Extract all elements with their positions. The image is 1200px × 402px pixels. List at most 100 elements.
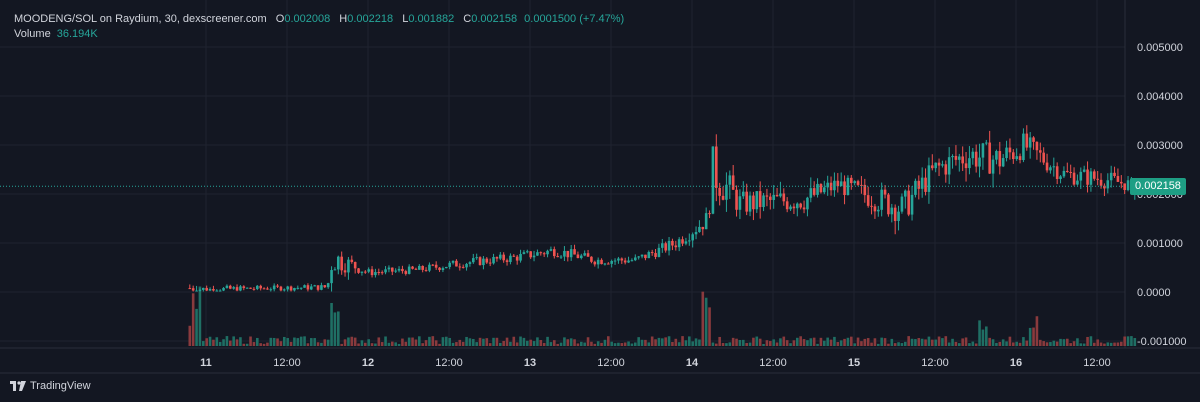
candle-body <box>718 187 721 196</box>
candle-body <box>418 265 421 270</box>
candle-body <box>812 188 816 195</box>
candle-body <box>593 261 597 265</box>
volume-bar <box>647 342 651 346</box>
candle-body <box>900 196 904 212</box>
volume-bar <box>998 341 1002 346</box>
candle-body <box>661 243 664 248</box>
candle-body <box>326 283 330 288</box>
volume-bar <box>370 343 374 346</box>
candle-body <box>229 285 232 289</box>
candle-body <box>1126 180 1130 190</box>
volume-bar <box>333 312 337 346</box>
candle-body <box>934 162 937 169</box>
volume-bar <box>492 337 495 346</box>
x-tick-label: 12:00 <box>1083 357 1111 369</box>
candle-body <box>664 243 667 251</box>
candle-body <box>384 269 387 273</box>
candle-body <box>870 205 873 207</box>
volume-bar <box>262 343 266 346</box>
close-label: C <box>463 13 472 25</box>
candle-body <box>272 285 276 290</box>
volume-bar <box>536 337 539 346</box>
candle-body <box>1025 133 1029 148</box>
volume-bar <box>195 308 198 346</box>
volume-bar <box>202 341 205 346</box>
volume-bar <box>657 337 661 346</box>
volume-bar <box>806 340 809 346</box>
volume-bar <box>488 343 492 346</box>
candle-body <box>910 194 914 215</box>
candle-body <box>1042 152 1045 163</box>
volume-bar <box>259 343 262 346</box>
volume-legend: Volume 36.194K <box>14 27 98 42</box>
volume-bar <box>451 342 455 346</box>
volume-bar <box>971 341 975 346</box>
volume-bar <box>1082 343 1086 346</box>
volume-bar <box>441 337 445 346</box>
tradingview-brand[interactable]: TradingView <box>10 380 91 392</box>
candle-body <box>202 287 205 290</box>
candle-body <box>613 260 617 262</box>
volume-bar <box>873 338 877 346</box>
volume-bar <box>377 337 381 346</box>
volume-bar <box>985 326 988 346</box>
volume-bar <box>367 339 370 346</box>
candle-body <box>350 259 354 263</box>
candle-body <box>731 175 735 190</box>
volume-bar <box>623 342 627 346</box>
volume-bar <box>337 311 340 346</box>
candle-body <box>654 253 657 257</box>
candle-body <box>1109 172 1113 181</box>
volume-bar <box>704 297 708 346</box>
candle-body <box>792 206 796 209</box>
candle-body <box>610 260 613 264</box>
volume-bar <box>1109 342 1113 346</box>
candle-body <box>461 266 465 268</box>
candle-body <box>1120 181 1123 184</box>
candle-body <box>448 262 451 267</box>
volume-bar <box>431 336 435 346</box>
volume-bar <box>279 341 283 346</box>
candle-body <box>245 287 249 289</box>
volume-bar <box>789 343 792 346</box>
volume-bar <box>907 336 910 346</box>
candle-body <box>951 156 954 158</box>
candle-body <box>785 201 789 210</box>
candle-body <box>242 286 246 289</box>
volume-bar <box>1076 338 1079 346</box>
volume-bar <box>428 336 431 346</box>
candle-body <box>644 254 647 259</box>
volume-bar <box>505 337 509 346</box>
candle-body <box>890 207 894 215</box>
candle-body <box>1059 176 1062 179</box>
volume-bar <box>617 342 620 346</box>
volume-bar <box>1062 339 1066 346</box>
volume-bar <box>391 341 394 346</box>
volume-bar <box>286 338 289 346</box>
volume-bar <box>941 338 944 346</box>
volume-bar <box>576 343 580 346</box>
brand-label: TradingView <box>30 380 91 392</box>
candle-body <box>380 272 384 274</box>
volume-bar <box>593 343 597 346</box>
volume-bar <box>634 342 637 346</box>
volume-bar <box>461 341 465 346</box>
candle-body <box>205 287 208 291</box>
volume-bar <box>465 336 468 346</box>
candle-body <box>600 259 603 265</box>
candle-body <box>566 250 570 258</box>
volume-bar <box>580 341 583 346</box>
candle-body <box>937 162 941 166</box>
candle-body <box>775 194 779 197</box>
candle-body <box>239 286 242 291</box>
candle-body <box>944 164 948 175</box>
volume-bar <box>522 337 526 346</box>
candle-body <box>397 268 401 271</box>
volume-bar <box>799 336 802 346</box>
candle-body <box>846 177 850 196</box>
candle-body <box>671 240 674 246</box>
candle-body <box>704 213 708 230</box>
ohlc-legend: MOODENG/SOL on Raydium, 30, dexscreener.… <box>14 12 624 27</box>
